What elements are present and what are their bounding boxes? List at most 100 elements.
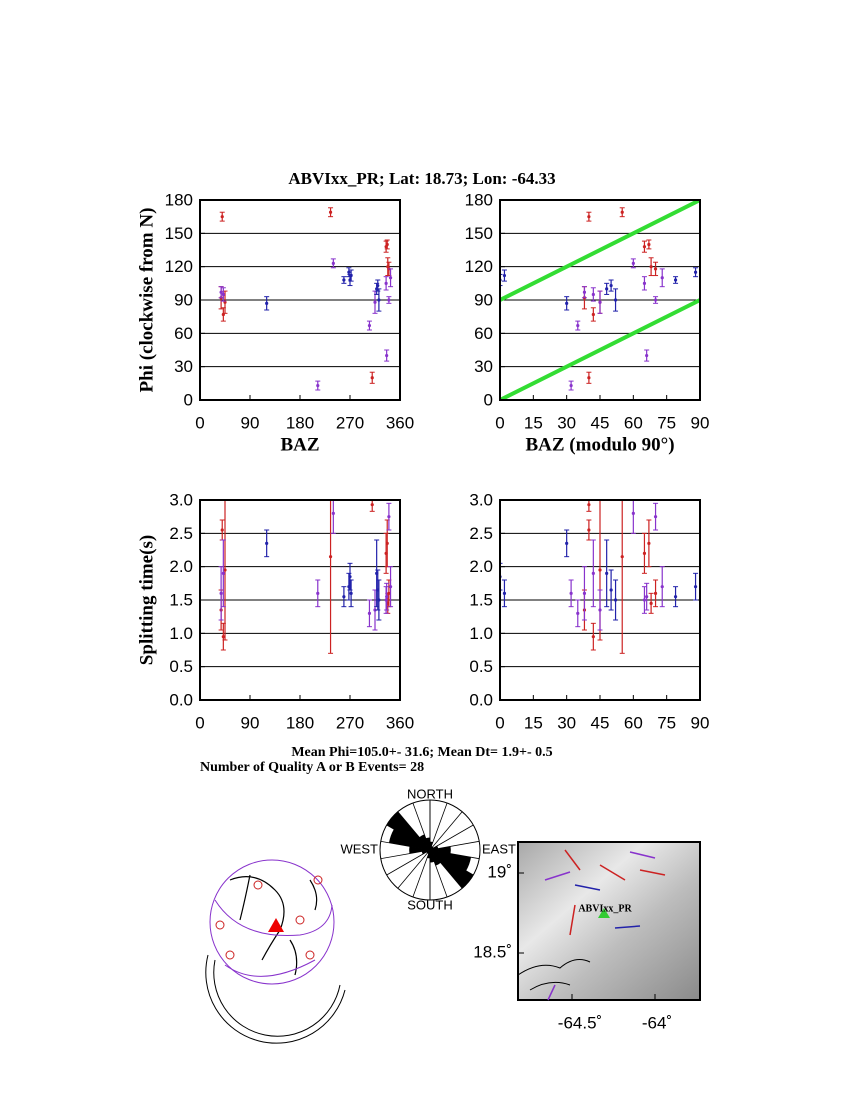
- y-tick-label: 3.0: [169, 490, 193, 509]
- point: [642, 551, 647, 555]
- point: [598, 300, 602, 304]
- point: [373, 300, 377, 304]
- y-tick-label: 0.0: [169, 690, 193, 709]
- y-tick-label: 30: [174, 357, 193, 376]
- error-bar: [673, 276, 679, 284]
- y-tick-label: 1.0: [469, 624, 493, 643]
- y-tick-label: 0: [484, 390, 493, 409]
- x-tick-label: 360: [386, 713, 414, 732]
- point: [387, 591, 391, 595]
- rose-spoke: [397, 849, 431, 889]
- y-tick-label: 90: [474, 290, 493, 309]
- point: [384, 281, 388, 285]
- point: [576, 611, 580, 615]
- point: [591, 635, 595, 639]
- plot-frame: [199, 199, 401, 401]
- error-bar: [222, 500, 228, 641]
- error-bar: [388, 268, 394, 288]
- x-axis-label: BAZ (modulo 90°): [525, 434, 674, 455]
- point: [591, 312, 595, 317]
- rose-petal: [430, 850, 472, 871]
- summary-line: Mean Phi=105.0+- 31.6; Mean Dt= 1.9+- 0.…: [291, 745, 552, 760]
- lat-label: 18.5˚: [473, 942, 512, 961]
- y-tick-label: 0.5: [169, 657, 193, 676]
- error-bar: [383, 586, 389, 614]
- x-tick-label: 75: [657, 713, 676, 732]
- error-bar: [693, 267, 699, 278]
- point: [620, 210, 624, 214]
- error-bar: [366, 320, 372, 331]
- error-bar: [315, 380, 321, 391]
- y-tick-label: 3.0: [469, 490, 493, 509]
- point: [649, 265, 653, 269]
- error-bar: [644, 349, 650, 362]
- error-bar: [613, 579, 619, 621]
- error-bar: [376, 579, 382, 621]
- point: [367, 323, 372, 328]
- y-tick-label: 0: [184, 390, 193, 409]
- point: [605, 287, 609, 291]
- x-tick-label: 30: [557, 413, 576, 432]
- error-bar: [388, 566, 394, 608]
- x-tick-label: 0: [495, 413, 504, 432]
- point: [385, 353, 389, 358]
- point: [582, 290, 587, 294]
- point: [349, 273, 353, 278]
- error-bar: [315, 579, 321, 608]
- point: [645, 595, 649, 599]
- error-bar: [653, 502, 659, 531]
- error-bar: [348, 579, 354, 608]
- point: [377, 598, 381, 602]
- error-bar: [264, 529, 270, 558]
- point: [370, 376, 374, 380]
- x-tick-label: 0: [495, 713, 504, 732]
- x-tick-label: 270: [336, 413, 364, 432]
- figure-title: ABVIxx_PR; Lat: 18.73; Lon: -64.33: [288, 169, 555, 188]
- point: [221, 292, 225, 297]
- y-tick-label: 1.5: [469, 590, 493, 609]
- rose-spoke: [429, 849, 463, 889]
- point: [693, 270, 698, 274]
- x-tick-label: 30: [557, 713, 576, 732]
- y-tick-label: 0.0: [469, 690, 493, 709]
- error-bar: [604, 282, 610, 295]
- reference-line: [500, 298, 700, 400]
- point: [348, 575, 352, 579]
- point: [587, 376, 591, 380]
- point: [647, 541, 651, 545]
- y-tick-label: 30: [474, 357, 493, 376]
- point: [653, 298, 658, 302]
- point: [347, 270, 351, 274]
- error-bar: [659, 566, 665, 608]
- point: [384, 598, 388, 602]
- error-bar: [348, 269, 354, 282]
- error-bar: [383, 240, 389, 253]
- point: [631, 261, 635, 265]
- error-bar: [613, 288, 619, 312]
- point: [569, 591, 573, 595]
- rose-spoke: [412, 802, 431, 851]
- point: [620, 555, 624, 559]
- error-bar: [641, 240, 647, 253]
- rose-petal: [386, 811, 430, 850]
- rose-spoke: [380, 840, 431, 851]
- error-bar: [590, 307, 596, 322]
- error-bar: [384, 239, 390, 250]
- error-bar: [586, 211, 592, 222]
- y-tick-label: 120: [465, 257, 493, 276]
- y-tick-label: 0.5: [469, 657, 493, 676]
- point: [649, 601, 653, 605]
- rose-petal: [430, 846, 451, 854]
- point: [609, 283, 613, 288]
- point: [587, 215, 591, 219]
- error-bar: [641, 586, 647, 614]
- error-bar: [586, 371, 592, 384]
- x-tick-label: 360: [386, 413, 414, 432]
- y-tick-label: 150: [465, 224, 493, 243]
- point: [582, 591, 587, 595]
- rose-spoke: [386, 824, 431, 851]
- point: [316, 591, 320, 595]
- error-bar: [366, 599, 372, 628]
- point: [653, 267, 658, 271]
